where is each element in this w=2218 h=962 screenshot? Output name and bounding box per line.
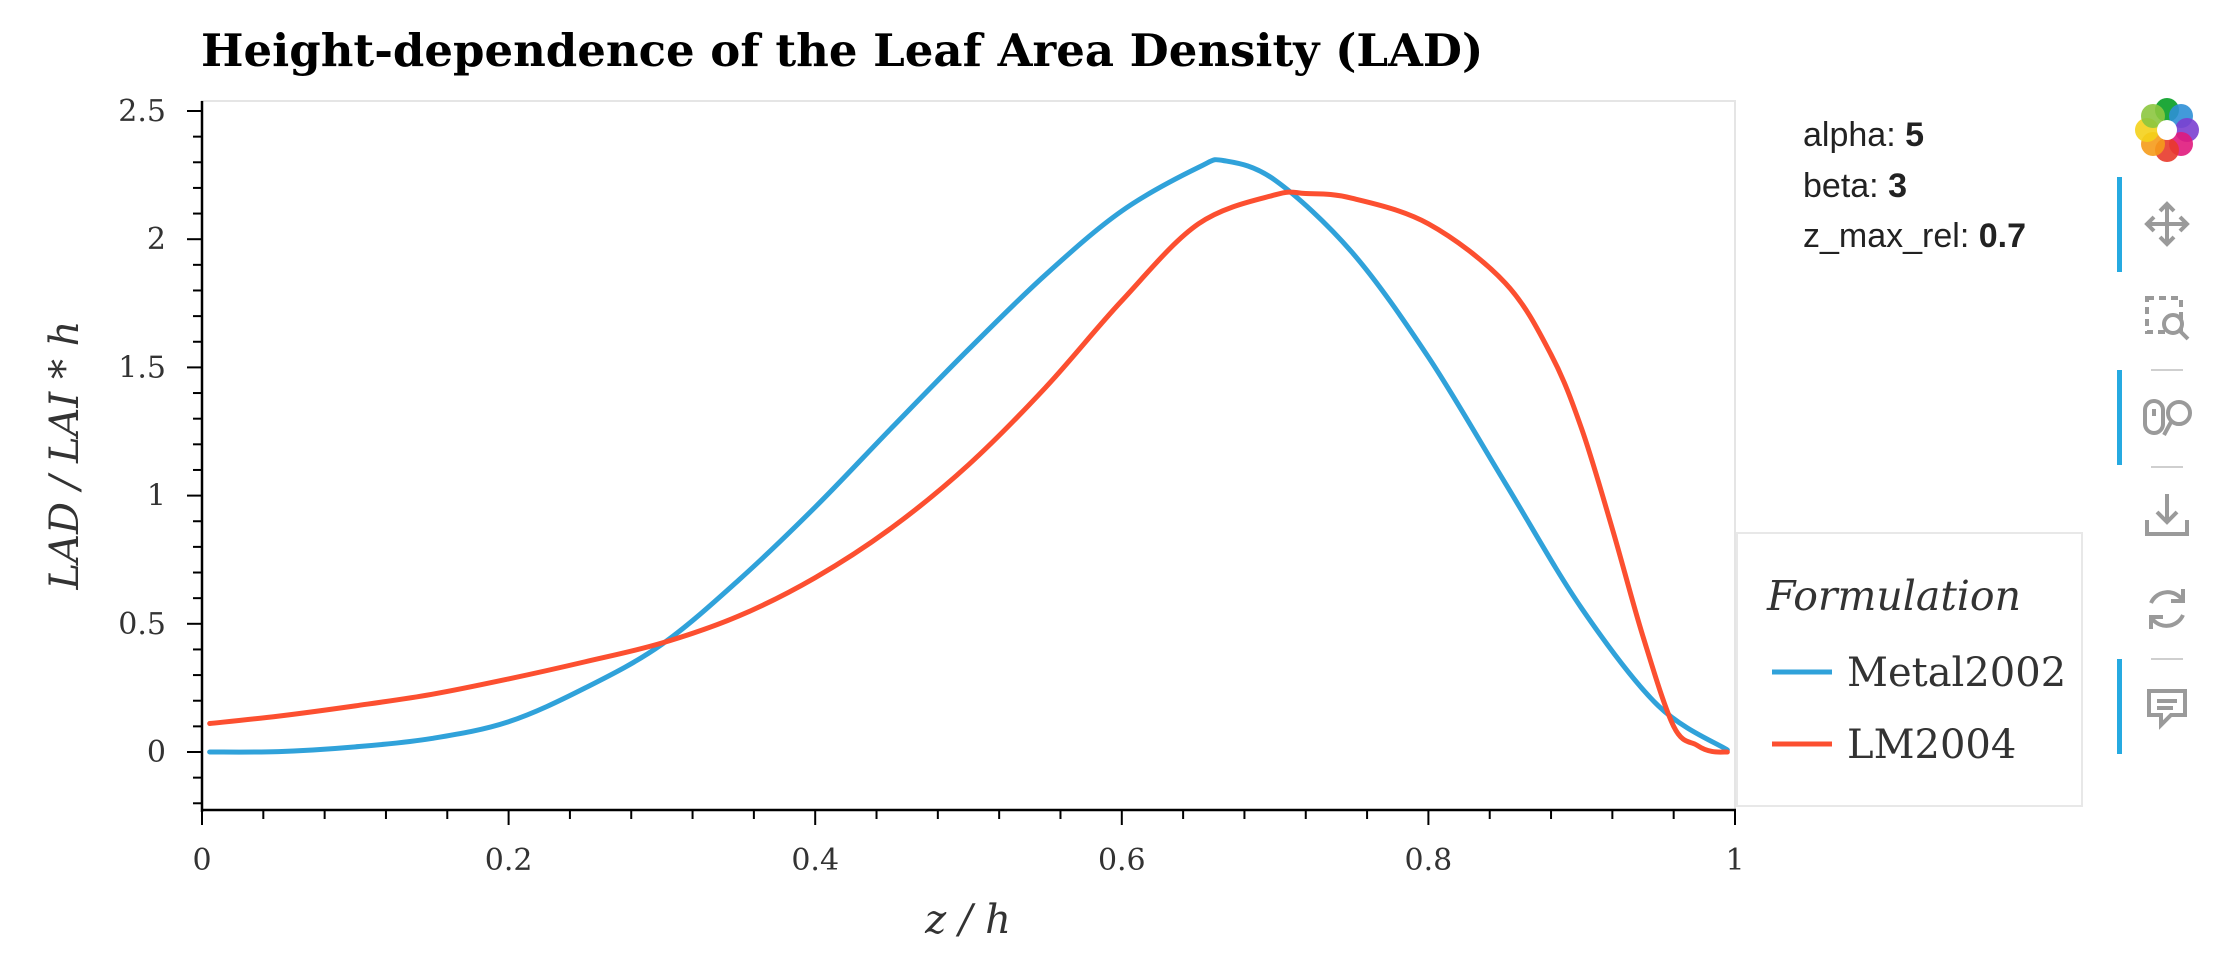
y-axis-tick-labels: 0 0.5 1 1.5 2 2.5 xyxy=(118,94,166,770)
y-axis-title: LAD / LAI * h xyxy=(42,321,88,591)
x-tick-label: 0.6 xyxy=(1098,843,1146,878)
x-tick-label: 0.8 xyxy=(1405,843,1453,878)
x-tick-label: 0 xyxy=(192,843,211,878)
pan-active-indicator xyxy=(2117,177,2122,272)
box-zoom-icon[interactable] xyxy=(2145,296,2190,341)
hover-icon[interactable] xyxy=(2147,689,2187,730)
y-tick-label: 0.5 xyxy=(118,607,166,642)
y-tick-label: 2 xyxy=(147,222,166,257)
hover-active-indicator xyxy=(2117,659,2122,754)
y-axis-ticks xyxy=(187,110,202,805)
x-tick-label: 0.4 xyxy=(791,843,839,878)
pan-icon[interactable] xyxy=(2144,201,2190,247)
logo-icon[interactable] xyxy=(2135,98,2199,162)
reset-icon[interactable] xyxy=(2149,589,2185,629)
legend-label-lm2004: LM2004 xyxy=(1847,722,2016,768)
legend: Formulation Metal2002 LM2004 xyxy=(1736,532,2083,807)
y-tick-label: 2.5 xyxy=(118,94,166,129)
x-tick-label: 0.2 xyxy=(485,843,533,878)
y-tick-label: 1.5 xyxy=(118,350,166,385)
x-axis-title: z / h xyxy=(924,897,1011,943)
x-axis-tick-labels: 0 0.2 0.4 0.6 0.8 1 xyxy=(192,843,1744,878)
series-line-metal2002 xyxy=(207,157,1730,755)
parameter-readout: alpha: 5 beta: 3 z_max_rel: 0.7 xyxy=(1803,116,2026,255)
param-z-max-rel: z_max_rel: 0.7 xyxy=(1803,217,2026,255)
legend-title: Formulation xyxy=(1766,572,2021,620)
wheel-zoom-icon[interactable] xyxy=(2143,399,2192,436)
series-line-lm2004 xyxy=(207,189,1730,755)
x-axis-ticks xyxy=(201,810,1736,825)
x-tick-label: 1 xyxy=(1725,843,1744,878)
toolbar xyxy=(2117,98,2199,754)
param-alpha: alpha: 5 xyxy=(1803,116,1924,154)
param-beta: beta: 3 xyxy=(1803,167,1907,205)
legend-label-metal2002: Metal2002 xyxy=(1847,650,2066,696)
y-tick-label: 0 xyxy=(147,735,166,770)
series-lines xyxy=(207,157,1730,755)
chart-title: Height-dependence of the Leaf Area Densi… xyxy=(201,24,1483,77)
plot-frame xyxy=(201,100,1736,811)
save-icon[interactable] xyxy=(2145,494,2189,536)
wheel-zoom-active-indicator xyxy=(2117,370,2122,465)
y-tick-label: 1 xyxy=(147,479,166,514)
